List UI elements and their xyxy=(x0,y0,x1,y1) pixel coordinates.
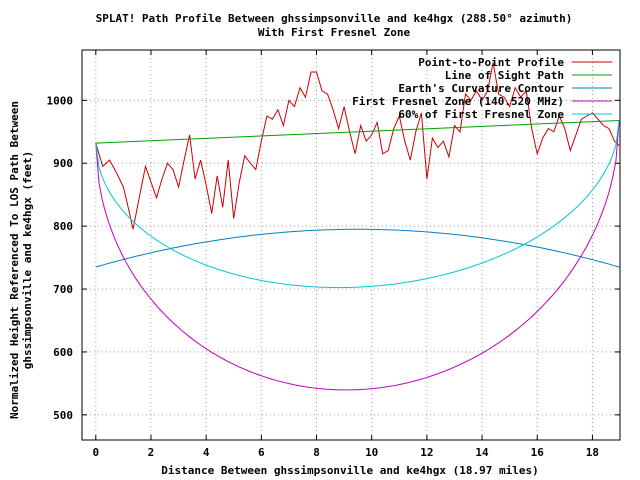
series-line-3 xyxy=(95,120,620,391)
series-line-4 xyxy=(95,120,620,289)
plot-frame xyxy=(81,49,621,441)
legend-label: Point-to-Point Profile xyxy=(418,56,564,69)
series-line-2 xyxy=(95,228,620,268)
x-tick-label: 12 xyxy=(420,446,433,459)
x-tick-label: 2 xyxy=(148,446,155,459)
chart-subtitle: With First Fresnel Zone xyxy=(258,26,411,39)
x-tick-label: 10 xyxy=(365,446,378,459)
series-line-0 xyxy=(95,62,620,230)
x-tick-label: 8 xyxy=(313,446,320,459)
y-tick-label: 600 xyxy=(53,346,73,359)
x-tick-label: 18 xyxy=(586,446,599,459)
x-tick-label: 14 xyxy=(475,446,489,459)
chart-title: SPLAT! Path Profile Between ghssimpsonvi… xyxy=(96,12,573,25)
series-lines xyxy=(95,62,620,391)
series-line-1 xyxy=(95,120,620,144)
legend-label: Earth's Curvature Contour xyxy=(398,82,564,95)
legend-label: Line of Sight Path xyxy=(445,69,564,82)
y-tick-label: 900 xyxy=(53,157,73,170)
x-axis-label: Distance Between ghssimpsonville and ke4… xyxy=(161,464,539,477)
x-tick-label: 4 xyxy=(203,446,210,459)
y-tick-label: 700 xyxy=(53,283,73,296)
y-tick-label: 1000 xyxy=(47,94,74,107)
grid xyxy=(82,50,620,440)
x-tick-label: 6 xyxy=(258,446,265,459)
y-axis-label-line2: ghssimpsonville and ke4hgx (feet) xyxy=(21,151,34,370)
legend-label: First Fresnel Zone (140.520 MHz) xyxy=(352,95,564,108)
x-axis-ticks: 0 2 4 6 8 10 12 14 16 18 xyxy=(92,50,599,459)
y-tick-label: 800 xyxy=(53,220,73,233)
y-axis-label-line1: Normalized Height Referenced To LOS Path… xyxy=(8,101,21,419)
x-tick-label: 0 xyxy=(92,446,99,459)
x-tick-label: 16 xyxy=(531,446,545,459)
y-tick-label: 500 xyxy=(53,409,73,422)
y-axis-ticks: 500 600 700 800 900 1000 xyxy=(47,94,620,422)
legend-label: 60% of First Fresnel Zone xyxy=(398,108,564,121)
